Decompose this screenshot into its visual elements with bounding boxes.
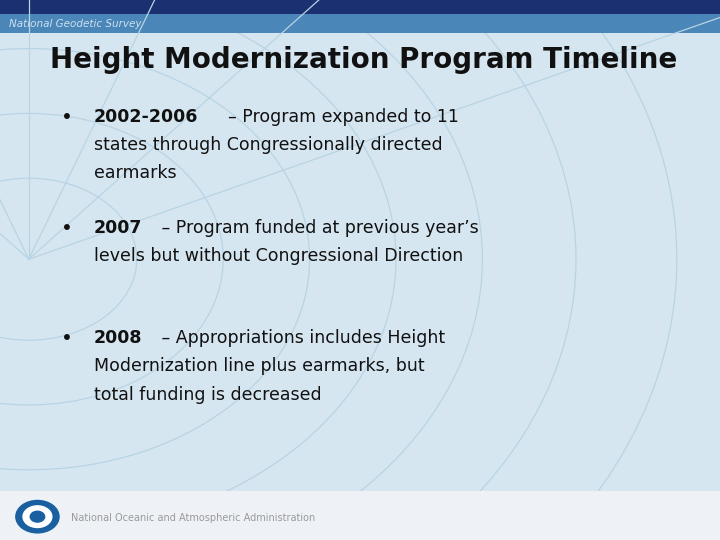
Text: levels but without Congressional Direction: levels but without Congressional Directi… (94, 247, 463, 265)
Text: National Geodetic Survey: National Geodetic Survey (9, 19, 142, 29)
Text: – Program funded at previous year’s: – Program funded at previous year’s (156, 219, 479, 237)
Text: – Program expanded to 11: – Program expanded to 11 (228, 108, 459, 126)
Text: total funding is decreased: total funding is decreased (94, 386, 321, 403)
Text: •: • (61, 329, 73, 348)
Text: 2008: 2008 (94, 329, 142, 347)
FancyBboxPatch shape (0, 14, 720, 33)
Circle shape (16, 501, 59, 533)
Text: 2007: 2007 (94, 219, 142, 237)
Text: 2002-2006: 2002-2006 (94, 108, 198, 126)
Text: – Appropriations includes Height: – Appropriations includes Height (156, 329, 445, 347)
Circle shape (23, 506, 52, 528)
Text: earmarks: earmarks (94, 164, 176, 182)
Text: •: • (61, 108, 73, 127)
Circle shape (30, 511, 45, 522)
Text: •: • (61, 219, 73, 238)
Text: states through Congressionally directed: states through Congressionally directed (94, 136, 442, 154)
FancyBboxPatch shape (0, 491, 720, 540)
Text: Height Modernization Program Timeline: Height Modernization Program Timeline (50, 46, 678, 74)
Text: Modernization line plus earmarks, but: Modernization line plus earmarks, but (94, 357, 424, 375)
FancyBboxPatch shape (0, 0, 720, 14)
Text: National Oceanic and Atmospheric Administration: National Oceanic and Atmospheric Adminis… (71, 512, 315, 523)
